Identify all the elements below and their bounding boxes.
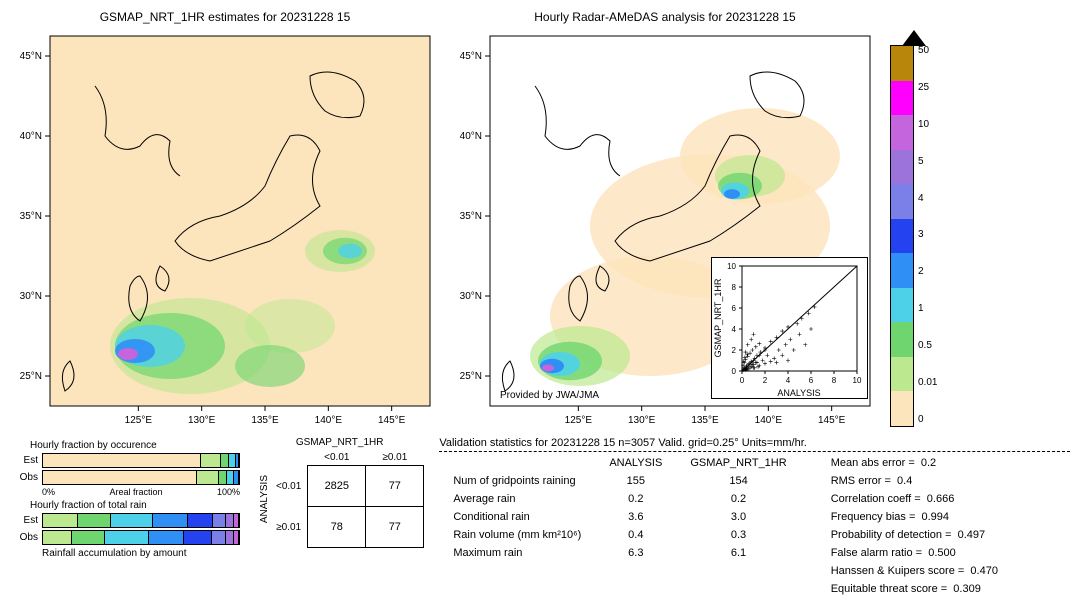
svg-text:10: 10 [727, 262, 736, 271]
svg-text:6: 6 [732, 304, 737, 313]
colorbar: 502510543210.50.010 [890, 10, 937, 429]
attribution-text: Provided by JWA/JMA [500, 390, 599, 401]
svg-text:45°N: 45°N [20, 51, 42, 62]
svg-text:4: 4 [732, 325, 737, 334]
gsmap-map: 125°E 130°E 135°E 140°E 145°E 45°N 40°N 35°N 30… [10, 26, 440, 426]
svg-text:140°E: 140°E [755, 415, 783, 426]
svg-text:30°N: 30°N [20, 291, 42, 302]
svg-text:130°E: 130°E [628, 415, 656, 426]
svg-text:135°E: 135°E [691, 415, 719, 426]
svg-text:35°N: 35°N [20, 211, 42, 222]
contingency-table: GSMAP_NRT_1HR ANALYSIS <0.01≥0.01 <0.012… [255, 437, 424, 598]
svg-text:4: 4 [786, 376, 791, 385]
gsmap-title: GSMAP_NRT_1HR estimates for 20231228 15 [10, 10, 440, 24]
svg-text:2: 2 [732, 346, 737, 355]
svg-text:125°E: 125°E [565, 415, 593, 426]
radar-map-panel: Hourly Radar-AMeDAS analysis for 2023122… [450, 10, 880, 429]
svg-text:2: 2 [763, 376, 768, 385]
fraction-bars: Hourly fraction by occurence Est Obs 0%A… [10, 437, 240, 598]
svg-text:40°N: 40°N [20, 131, 42, 142]
svg-text:40°N: 40°N [460, 131, 482, 142]
scatter-inset: 0 2 4 6 8 10 0 2 4 6 8 10 ANALYSIS GSMAP_NRT_1HR [711, 257, 868, 399]
svg-text:6: 6 [809, 376, 814, 385]
radar-title: Hourly Radar-AMeDAS analysis for 2023122… [450, 10, 880, 24]
svg-text:135°E: 135°E [251, 415, 279, 426]
svg-text:145°E: 145°E [378, 415, 406, 426]
svg-text:25°N: 25°N [460, 371, 482, 382]
svg-text:140°E: 140°E [315, 415, 343, 426]
svg-text:25°N: 25°N [20, 371, 42, 382]
svg-text:145°E: 145°E [818, 415, 846, 426]
svg-text:0: 0 [732, 367, 737, 376]
validation-stats: Validation statistics for 20231228 15 n=… [439, 437, 1070, 598]
svg-text:0: 0 [740, 376, 745, 385]
gsmap-map-panel: GSMAP_NRT_1HR estimates for 20231228 15 … [10, 10, 440, 429]
svg-text:8: 8 [832, 376, 837, 385]
svg-text:10: 10 [853, 376, 862, 385]
svg-text:125°E: 125°E [125, 415, 153, 426]
svg-text:8: 8 [732, 283, 737, 292]
svg-text:45°N: 45°N [460, 51, 482, 62]
svg-text:35°N: 35°N [460, 211, 482, 222]
svg-text:ANALYSIS: ANALYSIS [777, 388, 820, 398]
svg-text:130°E: 130°E [188, 415, 216, 426]
svg-text:30°N: 30°N [460, 291, 482, 302]
svg-text:GSMAP_NRT_1HR: GSMAP_NRT_1HR [713, 278, 723, 357]
